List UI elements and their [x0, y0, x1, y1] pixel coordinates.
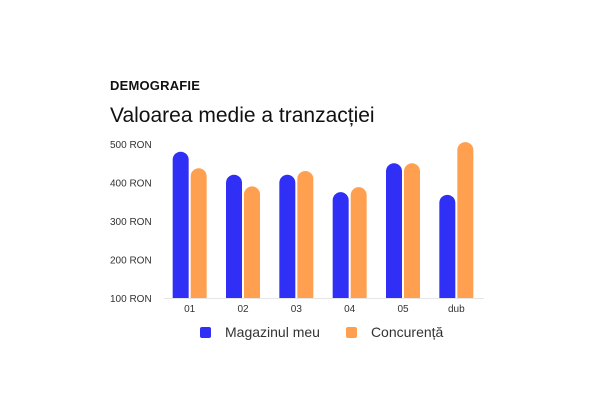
bar [244, 186, 260, 298]
bar [297, 170, 314, 298]
bar [172, 151, 189, 298]
chart-title: Valoarea medie a tranzacției [110, 104, 375, 127]
bar [404, 163, 420, 298]
x-tick-label: 01 [184, 304, 196, 315]
bar [190, 168, 207, 298]
bar [279, 174, 296, 298]
legend-swatch-series1 [200, 326, 211, 338]
bar [350, 187, 367, 298]
y-tick-label: 200 RON [110, 256, 152, 267]
y-tick-label: 300 RON [110, 217, 152, 228]
x-tick-label: 04 [344, 304, 356, 315]
x-tick-label: 02 [237, 304, 249, 315]
x-tick-label: dub [448, 304, 465, 315]
bar [332, 192, 349, 298]
y-tick-label: 100 RON [110, 294, 152, 305]
bar [457, 142, 474, 298]
legend-item-series1: Magazinul meu [200, 324, 320, 340]
chart-legend: Magazinul meu Concurență [200, 324, 469, 340]
y-tick-label: 400 RON [110, 179, 152, 190]
bar [386, 163, 402, 298]
legend-swatch-series2 [345, 326, 357, 338]
x-tick-label: 05 [397, 304, 409, 315]
legend-label-series1: Magazinul meu [225, 324, 320, 340]
bar [439, 194, 456, 298]
section-kicker: DEMOGRAFIE [110, 78, 201, 93]
legend-item-series2: Concurență [345, 324, 444, 340]
x-tick-label: 03 [291, 304, 303, 315]
bar [226, 174, 242, 298]
legend-label-series2: Concurență [370, 324, 444, 340]
y-tick-label: 500 RON [110, 140, 152, 151]
